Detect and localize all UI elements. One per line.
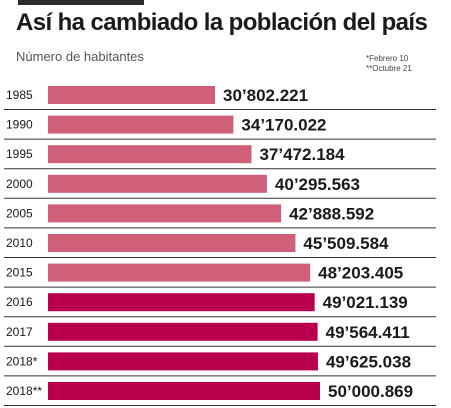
category-label: 1990: [6, 118, 33, 132]
value-label: 49’564.411: [326, 323, 410, 342]
bar-1990: [48, 115, 234, 134]
category-label: 2016: [6, 295, 33, 309]
category-label: 2018*: [6, 354, 38, 368]
bar-2015: [48, 263, 311, 282]
footnote-october: **Octubre 21: [366, 64, 412, 73]
category-label: 2010: [6, 236, 33, 250]
bar-2017: [48, 322, 318, 341]
value-label: 49’625.038: [326, 352, 411, 371]
value-label: 48’203.405: [318, 264, 403, 283]
value-label: 34’170.022: [241, 116, 326, 135]
chart-subtitle: Número de habitantes: [16, 49, 144, 64]
bar-2010: [48, 234, 296, 252]
value-label: 40’295.563: [275, 175, 360, 194]
bar-2016: [48, 293, 315, 312]
category-label: 2015: [6, 266, 33, 280]
header-accent-bar: [18, 0, 144, 5]
value-label: 50’000.869: [328, 382, 413, 401]
value-label: 49’021.139: [323, 293, 408, 312]
bar-2018*: [48, 352, 318, 371]
value-label: 30’802.221: [223, 86, 308, 105]
chart-title: Así ha cambiado la población del país: [16, 9, 428, 36]
footnote-february: *Febrero 10: [366, 54, 409, 63]
category-label: 2017: [6, 325, 33, 339]
value-label: 45’509.584: [303, 234, 389, 253]
bar-1985: [48, 86, 215, 104]
category-label: 2000: [6, 177, 33, 191]
value-label: 37’472.184: [259, 145, 345, 164]
category-label: 2005: [6, 206, 33, 220]
bar-2000: [48, 174, 267, 193]
bar-1995: [48, 145, 252, 164]
bar-2018**: [48, 382, 320, 400]
category-label: 1995: [6, 147, 33, 161]
category-label: 1985: [6, 88, 33, 102]
category-label: 2018**: [6, 384, 42, 398]
bar-2005: [48, 204, 282, 223]
value-label: 42’888.592: [289, 204, 374, 223]
